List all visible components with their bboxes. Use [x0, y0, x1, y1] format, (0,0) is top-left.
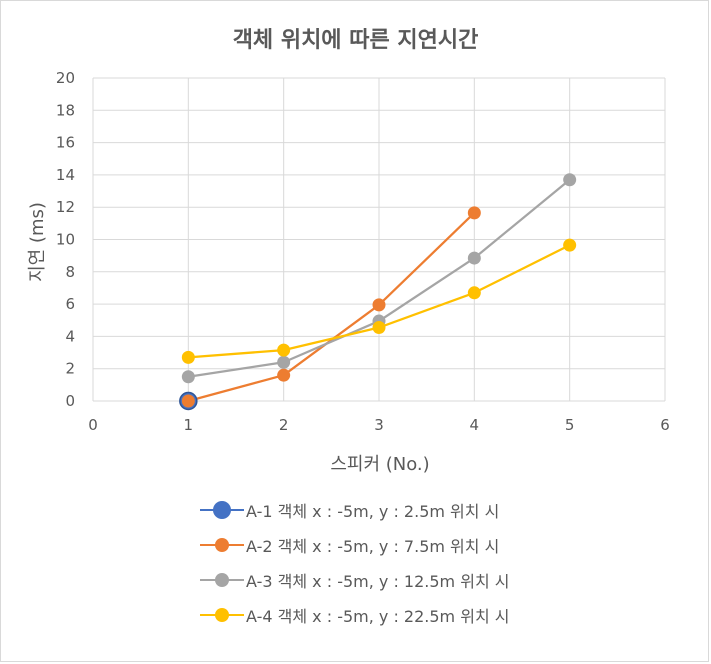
x-tick-label: 3	[374, 416, 384, 434]
x-tick-label: 4	[470, 416, 480, 434]
y-tick-label: 16	[56, 134, 75, 152]
x-tick-label: 6	[660, 416, 670, 434]
legend-label: A-1 객체 x : -5m, y : 2.5m 위치 시	[246, 501, 500, 521]
x-tick-label: 5	[565, 416, 575, 434]
legend-label: A-4 객체 x : -5m, y : 22.5m 위치 시	[246, 606, 510, 626]
x-axis-label: 스피커 (No.)	[330, 454, 430, 475]
y-tick-label: 20	[56, 69, 75, 87]
data-point	[181, 394, 195, 408]
y-tick-label: 8	[65, 263, 75, 281]
legend-entry: A-1 객체 x : -5m, y : 2.5m 위치 시	[200, 492, 509, 527]
chart-title: 객체 위치에 따른 지연시간	[232, 28, 479, 53]
legend-marker-icon	[200, 605, 244, 625]
legend-label: A-2 객체 x : -5m, y : 7.5m 위치 시	[246, 536, 500, 556]
data-point	[372, 321, 386, 335]
legend-entry: A-3 객체 x : -5m, y : 12.5m 위치 시	[200, 562, 509, 597]
data-point	[372, 298, 386, 312]
data-point	[277, 355, 291, 369]
legend-entry: A-4 객체 x : -5m, y : 22.5m 위치 시	[200, 597, 509, 632]
x-tick-label: 1	[184, 416, 194, 434]
data-point	[467, 206, 481, 220]
data-point	[563, 238, 577, 252]
data-point	[277, 368, 291, 382]
data-point	[277, 343, 291, 357]
legend-entry: A-2 객체 x : -5m, y : 7.5m 위치 시	[200, 527, 509, 562]
legend: A-1 객체 x : -5m, y : 2.5m 위치 시 A-2 객체 x : …	[200, 492, 509, 632]
legend-label: A-3 객체 x : -5m, y : 12.5m 위치 시	[246, 571, 510, 591]
x-tick-label: 2	[279, 416, 289, 434]
y-tick-label: 2	[65, 360, 75, 378]
y-tick-label: 0	[65, 392, 75, 410]
y-tick-label: 10	[56, 231, 75, 249]
legend-marker-icon	[200, 500, 244, 520]
legend-marker-icon	[200, 570, 244, 590]
y-tick-label: 14	[56, 166, 75, 184]
data-point	[563, 173, 577, 187]
legend-marker-icon	[200, 535, 244, 555]
y-tick-label: 18	[56, 101, 75, 119]
y-tick-label: 4	[65, 327, 75, 345]
series-line	[188, 212, 476, 403]
data-point	[181, 370, 195, 384]
data-point	[181, 350, 195, 364]
data-point	[467, 286, 481, 300]
data-point	[467, 251, 481, 265]
y-tick-label: 12	[56, 198, 75, 216]
x-tick-label: 0	[88, 416, 98, 434]
y-tick-label: 6	[65, 295, 75, 313]
